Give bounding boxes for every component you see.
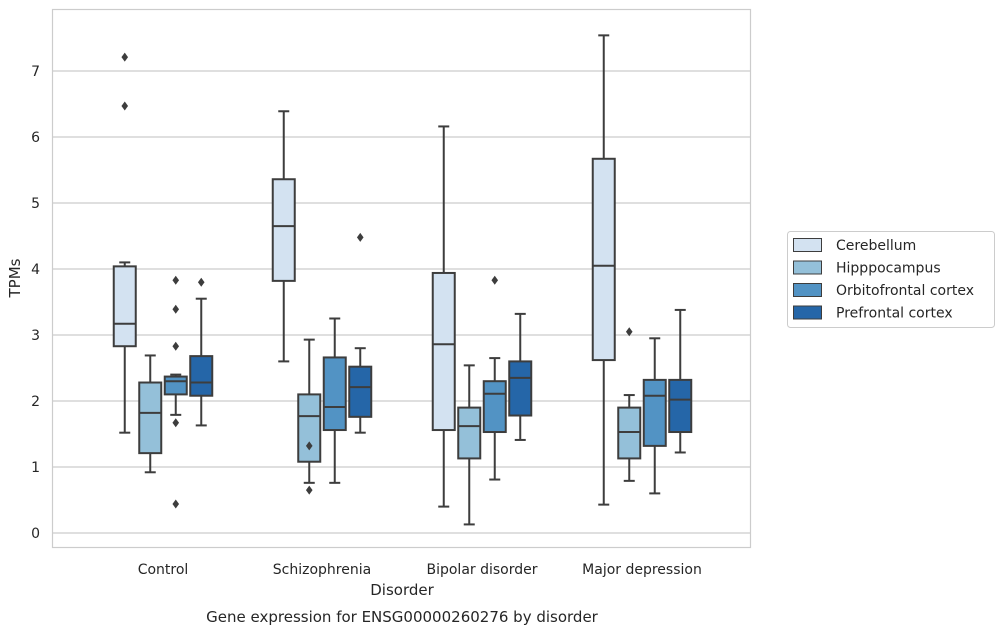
legend-label: Orbitofrontal cortex (836, 283, 974, 299)
box-body (163, 375, 188, 396)
box-body (112, 265, 137, 348)
legend-label: Hipppocampus (836, 261, 941, 277)
box-body (431, 271, 456, 432)
x-tick-label: Bipolar disorder (426, 562, 537, 578)
y-tick-label: 1 (31, 460, 40, 476)
box-body (482, 380, 507, 434)
legend-swatch (793, 260, 822, 275)
y-axis-ticks: 0 1 2 3 4 5 6 7 (31, 64, 40, 542)
outlier-marker (197, 277, 205, 287)
grid-lines (52, 70, 751, 534)
x-tick-label: Major depression (582, 562, 702, 578)
y-tick-label: 6 (31, 130, 40, 146)
outlier-marker (625, 327, 633, 337)
outlier-marker (172, 341, 180, 351)
box-body (457, 406, 482, 460)
legend-swatch (793, 238, 822, 252)
y-tick-label: 4 (31, 262, 40, 278)
outlier-marker (121, 101, 129, 111)
box-body (508, 360, 533, 417)
outlier-marker (172, 275, 180, 285)
x-axis-label: Disorder (370, 581, 434, 599)
outlier-marker (356, 232, 364, 242)
outlier-marker (121, 52, 129, 62)
outlier-marker (305, 441, 313, 451)
box-0-0 (112, 52, 137, 434)
y-tick-label: 2 (31, 394, 40, 410)
box-1-3 (617, 327, 642, 482)
box-3-0 (189, 277, 214, 427)
y-axis-label: TPMs (6, 258, 24, 298)
box-body (271, 178, 296, 282)
box-body (322, 356, 347, 432)
box-2-1 (322, 317, 347, 484)
box-3-3 (668, 308, 693, 454)
box-plot-area (112, 34, 693, 526)
chart-caption: Gene expression for ENSG00000260276 by d… (206, 608, 599, 626)
box-2-0 (163, 275, 188, 509)
box-body (138, 381, 163, 455)
legend-label: Prefrontal cortex (836, 306, 953, 322)
outlier-marker (305, 485, 313, 495)
box-2-2 (482, 275, 507, 481)
box-body (642, 378, 667, 447)
box-body (668, 378, 693, 434)
box-1-0 (138, 354, 163, 474)
box-body (189, 355, 214, 397)
box-2-3 (642, 337, 667, 495)
x-tick-label: Control (138, 562, 189, 578)
box-0-3 (591, 34, 616, 506)
legend-swatch (793, 283, 822, 297)
y-tick-label: 5 (31, 196, 40, 212)
y-tick-label: 7 (31, 64, 40, 80)
box-1-2 (457, 364, 482, 526)
plot-frame (51, 8, 752, 549)
x-tick-label: Schizophrenia (273, 562, 371, 578)
box-body (591, 157, 616, 362)
outlier-marker (172, 304, 180, 314)
legend-frame (787, 231, 995, 328)
box-body (297, 393, 322, 463)
legend: Cerebellum Hipppocampus Orbitofrontal cort… (787, 231, 995, 328)
y-tick-label: 0 (31, 526, 40, 542)
outlier-marker (172, 418, 180, 428)
box-3-2 (508, 312, 533, 441)
legend-swatch (793, 305, 822, 320)
box-1-1 (297, 338, 322, 495)
outlier-marker (172, 499, 180, 509)
box-body (348, 365, 373, 418)
box-0-1 (271, 110, 296, 363)
legend-label: Cerebellum (836, 238, 916, 254)
outlier-marker (491, 275, 499, 285)
box-0-2 (431, 125, 456, 508)
box-3-1 (348, 232, 373, 434)
y-tick-label: 3 (31, 328, 40, 344)
x-axis-ticks: Control Schizophrenia Bipolar disorder Majo… (138, 562, 702, 578)
